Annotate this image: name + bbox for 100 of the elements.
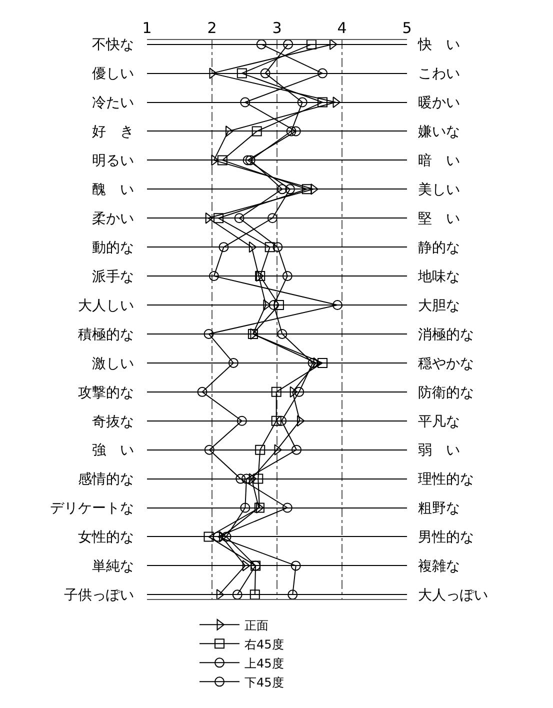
y-tick-label: デリケートな bbox=[50, 500, 134, 517]
point bbox=[264, 242, 275, 252]
point bbox=[214, 213, 224, 224]
y2-tick-label: 堅 い bbox=[418, 211, 460, 228]
y2-tick-label: 暖かい bbox=[418, 95, 460, 112]
point bbox=[248, 473, 257, 484]
point bbox=[241, 474, 252, 484]
point bbox=[274, 300, 284, 310]
point bbox=[297, 97, 308, 108]
y2-tick-label: 地味な bbox=[417, 268, 460, 285]
x-tick-label: 1 bbox=[142, 19, 152, 37]
point bbox=[204, 328, 214, 339]
y-tick-label: 動的な bbox=[92, 240, 134, 256]
legend-label: 正面 bbox=[244, 618, 268, 632]
y-tick-label: 積極的な bbox=[78, 326, 134, 343]
legend-label: 下45度 bbox=[244, 675, 284, 690]
point bbox=[240, 97, 250, 108]
point bbox=[282, 271, 292, 282]
point bbox=[260, 68, 270, 78]
point bbox=[282, 502, 292, 513]
point bbox=[253, 474, 264, 484]
point bbox=[302, 184, 312, 194]
point bbox=[332, 300, 342, 310]
point bbox=[250, 590, 260, 599]
point bbox=[245, 155, 256, 166]
point bbox=[256, 40, 266, 50]
point bbox=[277, 184, 288, 194]
x-tick-label: 3 bbox=[272, 19, 282, 37]
y2-tick-label: 男性的な bbox=[418, 530, 474, 546]
y2-tick-label: 大胆な bbox=[418, 298, 460, 314]
point bbox=[205, 212, 214, 224]
point bbox=[271, 416, 282, 426]
y2-tick-label: 嫌いな bbox=[418, 124, 460, 140]
point bbox=[216, 588, 224, 599]
y2-tick-label: 粗野な bbox=[418, 500, 460, 517]
y-tick-label: 女性的な bbox=[78, 530, 134, 546]
y2-tick-label: 快 い bbox=[417, 37, 460, 54]
point bbox=[292, 444, 302, 455]
y2-tick-label: 美しい bbox=[418, 182, 460, 198]
point bbox=[290, 126, 301, 136]
y-tick-label: 不快な bbox=[92, 37, 134, 54]
point bbox=[236, 474, 246, 484]
x-tick-label: 4 bbox=[337, 19, 347, 37]
x-tick-label: 5 bbox=[402, 19, 412, 37]
point bbox=[277, 328, 288, 339]
y2-tick-label: 暗 い bbox=[418, 153, 460, 170]
point bbox=[232, 590, 242, 599]
y-tick-label: 明るい bbox=[92, 153, 134, 170]
y-tick-label: 単純な bbox=[92, 558, 134, 575]
y2-tick-label: こわい bbox=[418, 66, 460, 82]
point bbox=[318, 68, 328, 78]
y2-tick-label: 防衛的な bbox=[418, 384, 474, 401]
point bbox=[228, 358, 238, 368]
point bbox=[252, 126, 262, 136]
point bbox=[286, 126, 296, 136]
point bbox=[272, 242, 283, 252]
point bbox=[236, 68, 247, 78]
y-tick-label: 派手な bbox=[92, 268, 134, 285]
point bbox=[255, 444, 266, 455]
point bbox=[318, 97, 328, 108]
legend-label: 右45度 bbox=[244, 637, 284, 652]
point bbox=[276, 416, 287, 426]
point bbox=[271, 386, 282, 397]
y-tick-label: 強 い bbox=[92, 442, 134, 459]
point bbox=[318, 358, 328, 368]
point bbox=[290, 386, 298, 398]
y-tick-label: 優しい bbox=[92, 66, 134, 82]
y-tick-label: 醜 い bbox=[92, 182, 134, 198]
y2-tick-label: 平凡な bbox=[418, 414, 460, 430]
y-tick-label: 柔かい bbox=[92, 211, 134, 228]
y-tick-label: 好 き bbox=[92, 124, 134, 140]
point bbox=[248, 328, 258, 339]
y-tick-label: 奇抜な bbox=[92, 414, 134, 430]
point bbox=[217, 155, 228, 166]
point bbox=[330, 40, 338, 50]
y2-tick-label: 理性的な bbox=[418, 472, 474, 488]
point bbox=[290, 560, 301, 571]
y2-tick-label: 大人っぽい bbox=[418, 588, 488, 604]
point bbox=[236, 416, 247, 426]
point bbox=[306, 40, 316, 50]
point bbox=[267, 213, 278, 224]
y-tick-label: 攻撃的な bbox=[78, 384, 134, 401]
point bbox=[285, 184, 295, 194]
y2-tick-label: 穏やかな bbox=[418, 356, 474, 372]
x-tick-label: 2 bbox=[207, 19, 217, 37]
y2-tick-label: 消極的な bbox=[418, 326, 474, 343]
point bbox=[204, 532, 214, 542]
y2-tick-label: 複雑な bbox=[418, 558, 460, 575]
point bbox=[218, 242, 229, 252]
point bbox=[242, 560, 250, 572]
point bbox=[242, 155, 253, 166]
point bbox=[208, 271, 219, 282]
point bbox=[288, 590, 298, 599]
point bbox=[234, 213, 244, 224]
legend-label: 上45度 bbox=[244, 656, 284, 670]
point bbox=[248, 241, 257, 253]
y-tick-label: 感情的な bbox=[78, 472, 134, 488]
point bbox=[204, 444, 214, 455]
y2-tick-label: 弱 い bbox=[418, 442, 460, 459]
y-tick-label: 冷たい bbox=[92, 95, 134, 112]
